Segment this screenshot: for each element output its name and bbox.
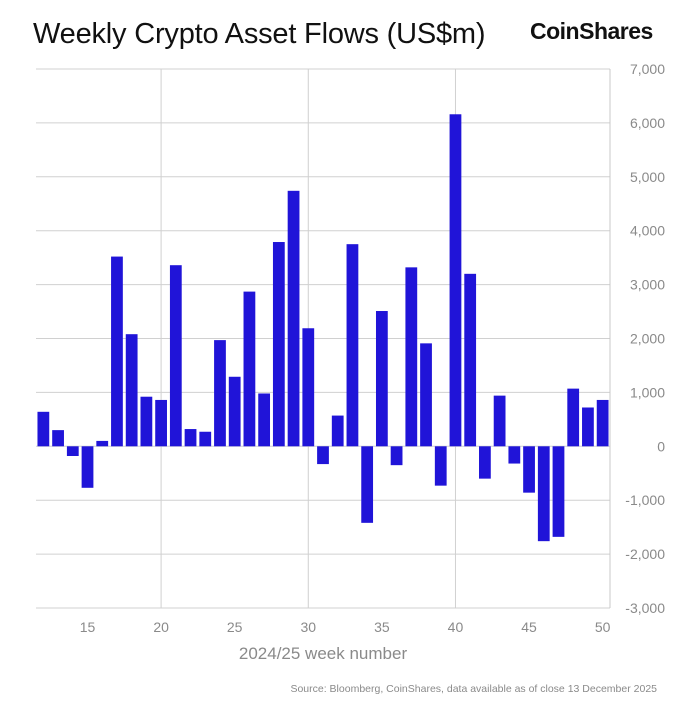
bar	[346, 244, 359, 447]
y-tick-label: 3,000	[630, 277, 665, 293]
y-tick-label: 1,000	[630, 384, 665, 400]
bar	[199, 431, 212, 447]
bar	[582, 407, 594, 447]
bar	[390, 446, 403, 466]
y-tick-label: 7,000	[630, 61, 665, 77]
y-axis-ticks: 7,000 6,000 5,000 4,000 3,000 2,000 1,000 0 -1,0…	[625, 61, 665, 616]
bar	[508, 446, 521, 464]
y-tick-label: 0	[657, 438, 665, 454]
bar	[302, 328, 315, 447]
y-tick-label: 4,000	[630, 223, 665, 239]
y-tick-label: -1,000	[625, 492, 665, 508]
bar	[37, 411, 50, 447]
bar	[405, 267, 418, 447]
x-tick-label: 25	[227, 619, 243, 635]
x-axis-title: 2024/25 week number	[239, 644, 408, 663]
bar	[479, 446, 491, 479]
bar	[155, 399, 167, 447]
bar	[464, 273, 477, 447]
y-tick-label: -3,000	[625, 600, 665, 616]
source-note: Source: Bloomberg, CoinShares, data avai…	[290, 683, 657, 695]
bar	[96, 440, 109, 447]
bar	[258, 393, 271, 447]
bar	[184, 429, 197, 447]
bar	[272, 242, 285, 447]
bar	[361, 446, 374, 523]
bar	[52, 430, 64, 447]
y-tick-label: 5,000	[630, 169, 665, 185]
bar	[125, 334, 138, 447]
bars	[37, 114, 609, 542]
x-axis-ticks: 15 20 25 30 35 40 45 50	[80, 619, 611, 635]
y-tick-label: 2,000	[630, 331, 665, 347]
bar	[111, 256, 123, 447]
bar	[66, 446, 79, 457]
bar	[449, 114, 462, 447]
bar	[140, 396, 153, 447]
y-tick-label: -2,000	[625, 546, 665, 562]
x-tick-label: 35	[374, 619, 390, 635]
x-tick-label: 50	[595, 619, 611, 635]
coinshares-logo: CoinShares	[530, 18, 653, 44]
x-tick-label: 45	[521, 619, 537, 635]
bar	[552, 446, 565, 537]
bar	[331, 415, 344, 447]
bar	[567, 388, 580, 447]
x-tick-label: 30	[300, 619, 316, 635]
bar	[375, 311, 388, 447]
y-tick-label: 6,000	[630, 115, 665, 131]
bar	[523, 446, 535, 493]
bar	[228, 376, 241, 447]
bar	[169, 265, 182, 447]
bar	[287, 190, 300, 447]
bar	[493, 395, 506, 447]
bar	[420, 343, 432, 447]
bar	[596, 399, 609, 447]
x-tick-label: 20	[153, 619, 169, 635]
x-tick-label: 40	[448, 619, 464, 635]
bar	[214, 340, 226, 447]
bar	[537, 446, 550, 542]
chart-title: Weekly Crypto Asset Flows (US$m)	[33, 18, 486, 50]
x-tick-label: 15	[80, 619, 96, 635]
bar	[81, 446, 94, 488]
bar	[243, 291, 256, 447]
bar	[434, 446, 447, 486]
bar	[317, 446, 329, 465]
